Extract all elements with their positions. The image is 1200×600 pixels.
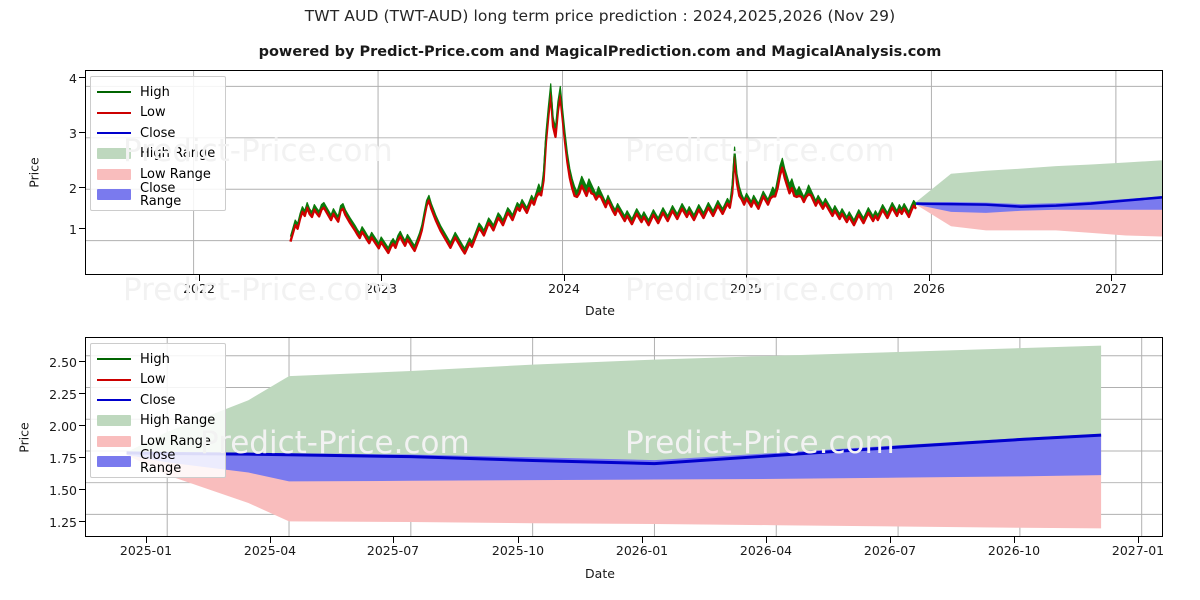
- bottom-chart-plot-area: [85, 337, 1163, 537]
- top-xtick-mark-0: [199, 275, 201, 281]
- legend-label-high-range: High Range: [140, 146, 216, 162]
- bottom-ytick-0: 1.25: [49, 515, 77, 530]
- top-xtick-0: 2022: [183, 281, 215, 296]
- chart-subtitle: powered by Predict-Price.com and Magical…: [258, 44, 942, 60]
- low-line-icon: [97, 374, 131, 385]
- bottom-x-axis-label: Date: [585, 566, 615, 581]
- bottom-xtick-mark-7: [1014, 537, 1016, 543]
- bottom-xtick-3: 2025-10: [491, 543, 545, 558]
- bottom-ytick-3: 2.00: [49, 419, 77, 434]
- top-xtick-5: 2027: [1095, 281, 1127, 296]
- bottom-xtick-5: 2026-04: [739, 543, 793, 558]
- bottom-xtick-7: 2026-10: [987, 543, 1041, 558]
- top-ytick-mark-2: [79, 132, 85, 134]
- bottom-xtick-2: 2025-07: [366, 543, 420, 558]
- legend-label-close-range: Close Range: [140, 447, 182, 476]
- bottom-xtick-1: 2025-04: [243, 543, 297, 558]
- low-range-patch-icon: [97, 435, 131, 447]
- legend-item-close-range[interactable]: Close Range: [97, 180, 217, 209]
- low-line-icon: [97, 107, 131, 118]
- bottom-ytick-5: 2.50: [49, 355, 77, 370]
- top-ytick-mark-3: [79, 77, 85, 79]
- legend-item-close-range[interactable]: Close Range: [97, 447, 217, 476]
- close-line-icon: [97, 395, 131, 406]
- legend-item-high-range[interactable]: High Range: [97, 144, 217, 165]
- top-ytick-3: 4: [69, 71, 77, 86]
- top-xtick-mark-3: [746, 275, 748, 281]
- legend-label-close: Close: [140, 392, 176, 408]
- top-x-axis-label: Date: [585, 303, 615, 318]
- top-ytick-0: 1: [69, 222, 77, 237]
- legend-label-high-range: High Range: [140, 413, 216, 429]
- top-ytick-mark-1: [79, 187, 85, 189]
- top-ytick-2: 3: [69, 126, 77, 141]
- bottom-xtick-mark-3: [518, 537, 520, 543]
- bottom-xtick-0: 2025-01: [119, 543, 173, 558]
- close-range-patch-icon: [97, 189, 131, 201]
- bottom-ytick-mark-1: [79, 489, 85, 491]
- close-line-icon: [97, 128, 131, 139]
- top-xtick-mark-4: [929, 275, 931, 281]
- bottom-xtick-mark-6: [890, 537, 892, 543]
- close-range-patch-icon: [97, 456, 131, 468]
- top-xtick-mark-2: [564, 275, 566, 281]
- low-range-patch-icon: [97, 168, 131, 180]
- legend-label-low-range: Low Range: [140, 433, 211, 449]
- legend-item-low-range[interactable]: Low Range: [97, 431, 217, 452]
- high-line-icon: [97, 354, 131, 365]
- legend-item-high-range[interactable]: High Range: [97, 411, 217, 432]
- top-xtick-3: 2025: [730, 281, 762, 296]
- top-ytick-1: 2: [69, 181, 77, 196]
- high-range-patch-icon: [97, 148, 131, 160]
- top-xtick-mark-1: [381, 275, 383, 281]
- bottom-xtick-mark-8: [1138, 537, 1140, 543]
- top-y-axis-label: Price: [26, 157, 42, 188]
- bottom-xtick-8: 2027-01: [1111, 543, 1165, 558]
- top-xtick-mark-5: [1111, 275, 1113, 281]
- legend-label-low: Low: [140, 372, 166, 388]
- legend-item-low[interactable]: Low: [97, 370, 217, 391]
- bottom-y-axis-label: Price: [16, 422, 32, 453]
- bottom-xtick-4: 2026-01: [615, 543, 669, 558]
- legend-label-close: Close: [140, 125, 176, 141]
- legend-label-low: Low: [140, 105, 166, 121]
- bottom-xtick-mark-0: [146, 537, 148, 543]
- bottom-ytick-mark-3: [79, 425, 85, 427]
- legend-label-high: High: [140, 84, 170, 100]
- legend-item-high[interactable]: High: [97, 82, 217, 103]
- bottom-xtick-mark-4: [642, 537, 644, 543]
- bottom-ytick-mark-2: [79, 457, 85, 459]
- top-ytick-mark-0: [79, 228, 85, 230]
- top-xtick-2: 2024: [548, 281, 580, 296]
- bottom-xtick-mark-2: [393, 537, 395, 543]
- bottom-xtick-6: 2026-07: [863, 543, 917, 558]
- bottom-ytick-mark-4: [79, 393, 85, 395]
- legend-item-close[interactable]: Close: [97, 123, 217, 144]
- legend-item-low[interactable]: Low: [97, 103, 217, 124]
- legend-label-close-range: Close Range: [140, 180, 182, 209]
- top-xtick-4: 2026: [913, 281, 945, 296]
- bottom-xtick-mark-5: [766, 537, 768, 543]
- high-line-icon: [97, 87, 131, 98]
- legend-label-low-range: Low Range: [140, 166, 211, 182]
- bottom-ytick-2: 1.75: [49, 451, 77, 466]
- top-chart-plot-area: [85, 70, 1163, 275]
- bottom-ytick-mark-0: [79, 521, 85, 523]
- bottom-ytick-4: 2.25: [49, 387, 77, 402]
- legend-item-high[interactable]: High: [97, 349, 217, 370]
- legend-label-high: High: [140, 351, 170, 367]
- legend-item-close[interactable]: Close: [97, 390, 217, 411]
- bottom-ytick-mark-5: [79, 361, 85, 363]
- top-chart-legend: High Low Close High Range Low Range Clos…: [90, 76, 226, 211]
- top-xtick-1: 2023: [365, 281, 397, 296]
- bottom-chart-legend: High Low Close High Range Low Range Clos…: [90, 343, 226, 478]
- bottom-ytick-1: 1.50: [49, 483, 77, 498]
- chart-title: TWT AUD (TWT-AUD) long term price predic…: [304, 7, 896, 25]
- legend-item-low-range[interactable]: Low Range: [97, 164, 217, 185]
- high-range-patch-icon: [97, 415, 131, 427]
- bottom-xtick-mark-1: [270, 537, 272, 543]
